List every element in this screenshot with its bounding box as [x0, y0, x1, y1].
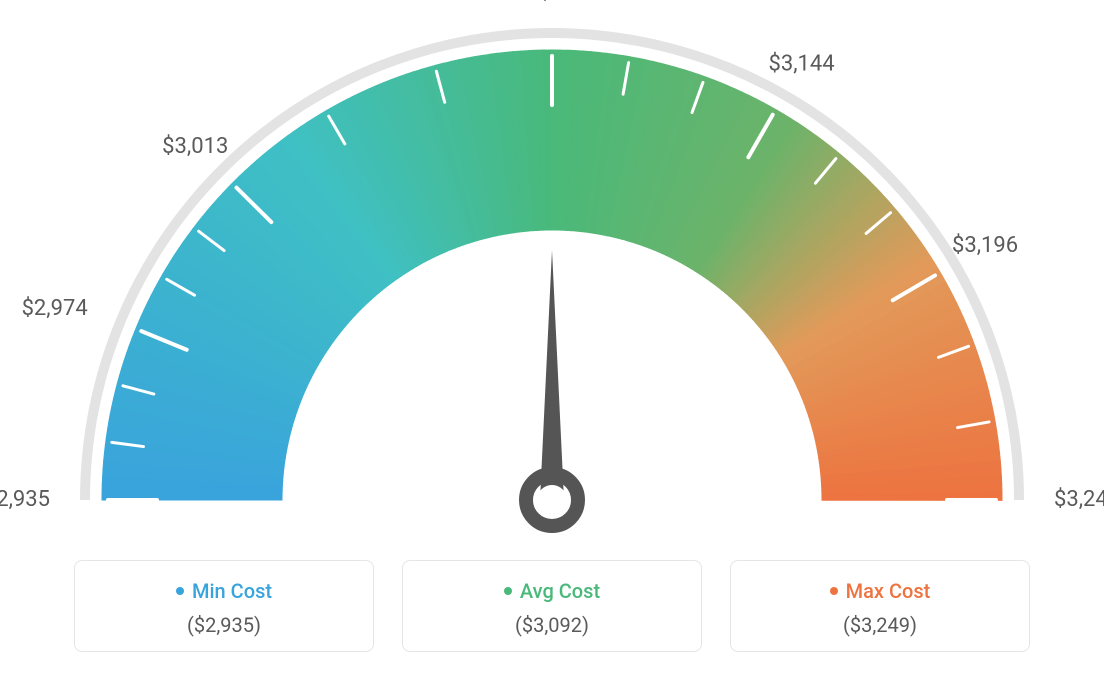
gauge-tick-label: $2,935	[0, 487, 50, 512]
cost-gauge-chart: $2,935 $2,974 $3,013 $3,092 $3,144 $3,196 $3,2…	[0, 0, 1104, 690]
legend-card: Avg Cost ($3,092)	[402, 560, 702, 652]
legend-row: Min Cost ($2,935) Avg Cost ($3,092) Max Cost…	[0, 560, 1104, 652]
gauge-tick-label: $3,092	[519, 0, 585, 4]
legend-card: Min Cost ($2,935)	[74, 560, 374, 652]
gauge-tick-label: $3,013	[162, 134, 228, 159]
legend-value: ($3,249)	[741, 613, 1019, 637]
legend-dot-icon	[830, 587, 838, 595]
gauge-needle-hub-inner	[537, 485, 567, 515]
legend-value: ($3,092)	[413, 613, 691, 637]
gauge-tick-label: $3,249	[1054, 487, 1104, 512]
legend-title-text: Min Cost	[192, 579, 272, 603]
legend-title-text: Max Cost	[846, 579, 931, 603]
legend-value: ($2,935)	[85, 613, 363, 637]
gauge-area: $2,935 $2,974 $3,013 $3,092 $3,144 $3,196 $3,2…	[0, 0, 1104, 560]
gauge-tick-label: $2,974	[22, 296, 88, 321]
legend-dot-icon	[504, 587, 512, 595]
legend-title: Avg Cost	[504, 579, 600, 603]
gauge-svg: $2,935 $2,974 $3,013 $3,092 $3,144 $3,196 $3,2…	[0, 0, 1104, 560]
gauge-needle	[540, 250, 564, 500]
legend-title: Min Cost	[176, 579, 272, 603]
legend-title-text: Avg Cost	[520, 579, 600, 603]
legend-title: Max Cost	[830, 579, 931, 603]
gauge-tick-label: $3,144	[768, 51, 834, 76]
gauge-tick-label: $3,196	[952, 233, 1018, 258]
legend-dot-icon	[176, 587, 184, 595]
legend-card: Max Cost ($3,249)	[730, 560, 1030, 652]
